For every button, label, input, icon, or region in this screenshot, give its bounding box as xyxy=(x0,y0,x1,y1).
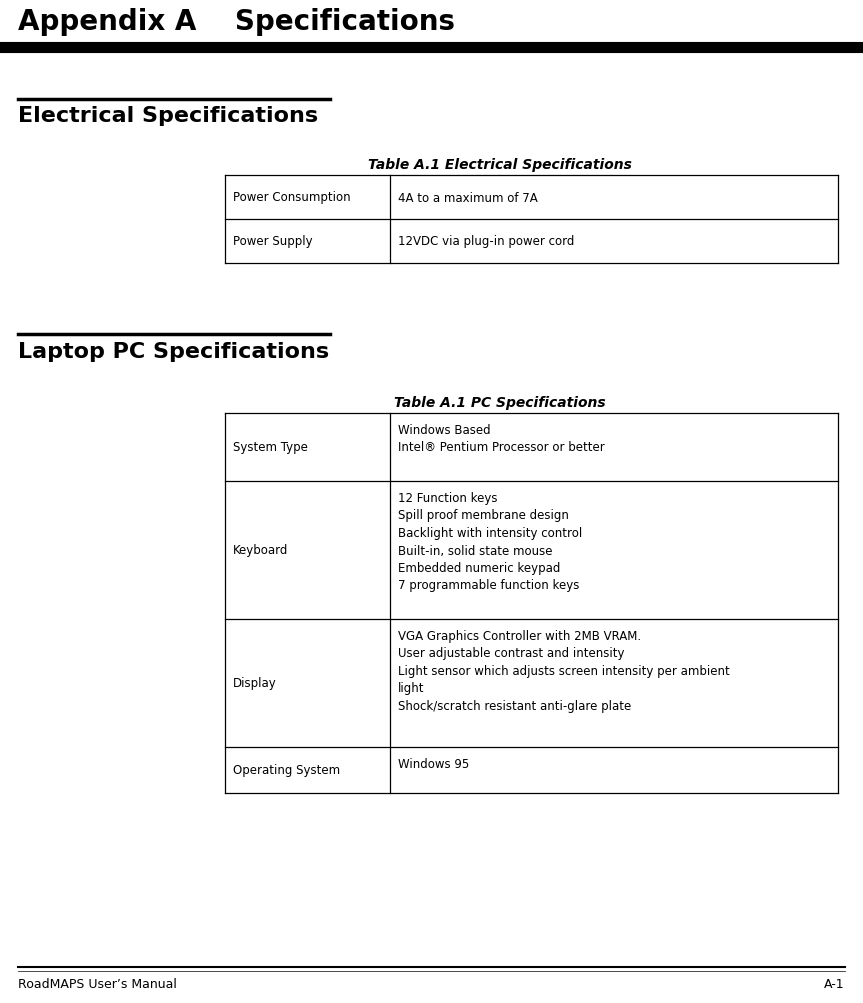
Text: 4A to a maximum of 7A: 4A to a maximum of 7A xyxy=(398,192,538,205)
Text: Power Supply: Power Supply xyxy=(233,236,312,249)
Text: Windows 95: Windows 95 xyxy=(398,757,469,770)
Text: Table A.1 Electrical Specifications: Table A.1 Electrical Specifications xyxy=(368,157,632,172)
Text: Appendix A    Specifications: Appendix A Specifications xyxy=(18,8,455,36)
Text: Operating System: Operating System xyxy=(233,763,340,776)
Text: A-1: A-1 xyxy=(824,977,845,990)
Text: Table A.1 PC Specifications: Table A.1 PC Specifications xyxy=(394,395,606,409)
Text: VGA Graphics Controller with 2MB VRAM.
User adjustable contrast and intensity
Li: VGA Graphics Controller with 2MB VRAM. U… xyxy=(398,629,730,712)
Text: Electrical Specifications: Electrical Specifications xyxy=(18,106,318,125)
Text: 12 Function keys
Spill proof membrane design
Backlight with intensity control
Bu: 12 Function keys Spill proof membrane de… xyxy=(398,491,583,592)
Text: 12VDC via plug-in power cord: 12VDC via plug-in power cord xyxy=(398,236,575,249)
Text: Power Consumption: Power Consumption xyxy=(233,192,350,205)
Text: Display: Display xyxy=(233,677,277,690)
Text: Laptop PC Specifications: Laptop PC Specifications xyxy=(18,342,329,362)
Text: System Type: System Type xyxy=(233,441,308,454)
Text: RoadMAPS User’s Manual: RoadMAPS User’s Manual xyxy=(18,977,177,990)
Text: Windows Based
Intel® Pentium Processor or better: Windows Based Intel® Pentium Processor o… xyxy=(398,423,605,454)
Text: Keyboard: Keyboard xyxy=(233,544,288,557)
